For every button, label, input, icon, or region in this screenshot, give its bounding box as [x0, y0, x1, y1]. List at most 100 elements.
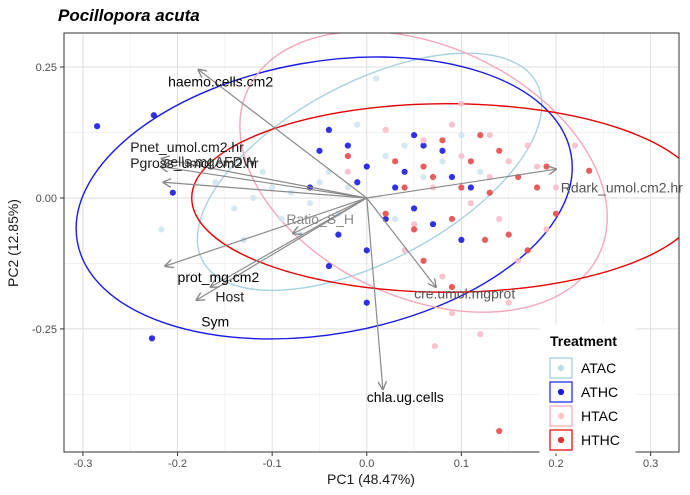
- point-hthc: [505, 231, 512, 238]
- chart-title: Pocillopora acuta: [58, 6, 200, 25]
- loading-arrow: [161, 167, 367, 199]
- point-athc: [392, 184, 399, 191]
- point-hthc: [344, 152, 351, 160]
- point-htac: [477, 331, 484, 338]
- loading-label: Sym: [201, 313, 229, 329]
- point-athc: [439, 147, 446, 154]
- point-hthc: [448, 283, 456, 291]
- loading-arrow: [366, 169, 556, 199]
- point-atac: [231, 205, 238, 212]
- point-athc: [150, 112, 157, 119]
- point-atac: [316, 179, 323, 186]
- y-tick-label: -0.25: [32, 324, 57, 336]
- point-hthc: [458, 184, 465, 191]
- point-hthc: [543, 163, 550, 170]
- loading-arrow: [196, 197, 368, 300]
- point-hthc: [496, 427, 503, 435]
- legend: Treatment ATAC ATHC HTAC HTHC: [539, 324, 636, 454]
- point-athc: [363, 247, 370, 254]
- legend-label: HTHC: [581, 432, 620, 448]
- legend-label: ATAC: [581, 360, 616, 376]
- loading-label: chla.ug.cells: [367, 389, 444, 405]
- point-athc: [467, 184, 474, 191]
- legend-dot: [557, 364, 565, 372]
- point-hthc: [481, 236, 489, 243]
- point-atac: [344, 184, 351, 191]
- point-athc: [354, 179, 361, 186]
- point-atac: [269, 184, 276, 191]
- point-htac: [571, 142, 579, 149]
- point-hthc: [533, 184, 541, 191]
- ellipse-hthc: [191, 103, 679, 293]
- point-htac: [448, 121, 456, 128]
- point-athc: [148, 335, 156, 342]
- loading-label: Ratio_S_H: [286, 211, 354, 227]
- y-tick-label: 0.25: [36, 62, 57, 74]
- point-htac: [505, 158, 512, 165]
- point-atac: [458, 132, 465, 139]
- point-athc: [363, 163, 370, 170]
- x-tick-label: 0.0: [359, 458, 374, 470]
- legend-dot: [557, 388, 565, 396]
- point-hthc: [524, 247, 531, 254]
- point-athc: [458, 236, 465, 243]
- point-hthc: [382, 210, 389, 217]
- loading-label: cells.mgAFDW: [163, 154, 256, 170]
- loading-label: haemo.cells.cm2: [168, 73, 273, 89]
- point-atac: [250, 194, 257, 202]
- point-htac: [552, 184, 560, 191]
- x-tick-label: -0.1: [263, 458, 282, 470]
- point-atac: [306, 200, 314, 207]
- point-hthc: [586, 167, 593, 174]
- loading-arrow: [163, 182, 367, 199]
- loading-arrow: [293, 197, 368, 234]
- point-hthc: [420, 257, 427, 264]
- point-atac: [420, 173, 427, 181]
- point-htac: [344, 168, 351, 175]
- x-tick-label: -0.2: [168, 458, 187, 470]
- point-hthc: [486, 189, 493, 196]
- point-athc: [410, 205, 418, 212]
- loading-label: Rdark_umol.cm2.hr: [561, 180, 683, 196]
- point-athc: [325, 262, 333, 270]
- point-atac: [382, 152, 389, 160]
- confidence-ellipses: [75, 33, 679, 340]
- point-athc: [401, 168, 408, 175]
- loading-label: prot_mg.cm2: [178, 269, 260, 285]
- point-htac: [439, 273, 446, 280]
- point-athc: [363, 299, 370, 306]
- point-hthc: [448, 215, 456, 223]
- y-axis-title: PC2 (12.85%): [5, 199, 21, 287]
- point-htac: [420, 137, 427, 144]
- point-hthc: [401, 184, 408, 191]
- point-atac: [158, 226, 165, 233]
- point-athc: [325, 126, 333, 133]
- ellipse-htac: [239, 33, 608, 313]
- point-atac: [477, 168, 484, 175]
- point-htac: [533, 163, 541, 170]
- point-athc: [429, 221, 437, 228]
- loading-arrow: [366, 197, 383, 389]
- point-atac: [401, 142, 408, 149]
- point-athc: [316, 147, 323, 154]
- legend-label: HTAC: [581, 408, 618, 424]
- point-htac: [382, 126, 389, 133]
- point-athc: [169, 189, 176, 196]
- point-htac: [467, 200, 474, 207]
- point-hthc: [439, 137, 446, 144]
- point-htac: [524, 142, 531, 149]
- point-hthc: [392, 158, 399, 165]
- point-atac: [278, 215, 285, 223]
- loading-arrow: [211, 197, 368, 287]
- point-atac: [287, 189, 295, 196]
- loading-arrow: [165, 197, 367, 266]
- loading-arrow: [366, 197, 436, 287]
- loading-arrow: [198, 70, 368, 199]
- point-hthc: [410, 226, 418, 233]
- point-hthc: [467, 158, 474, 165]
- point-atac: [259, 168, 266, 175]
- plot-border: [63, 32, 680, 453]
- point-htac: [543, 226, 550, 233]
- point-athc: [410, 132, 418, 139]
- point-htac: [448, 310, 456, 317]
